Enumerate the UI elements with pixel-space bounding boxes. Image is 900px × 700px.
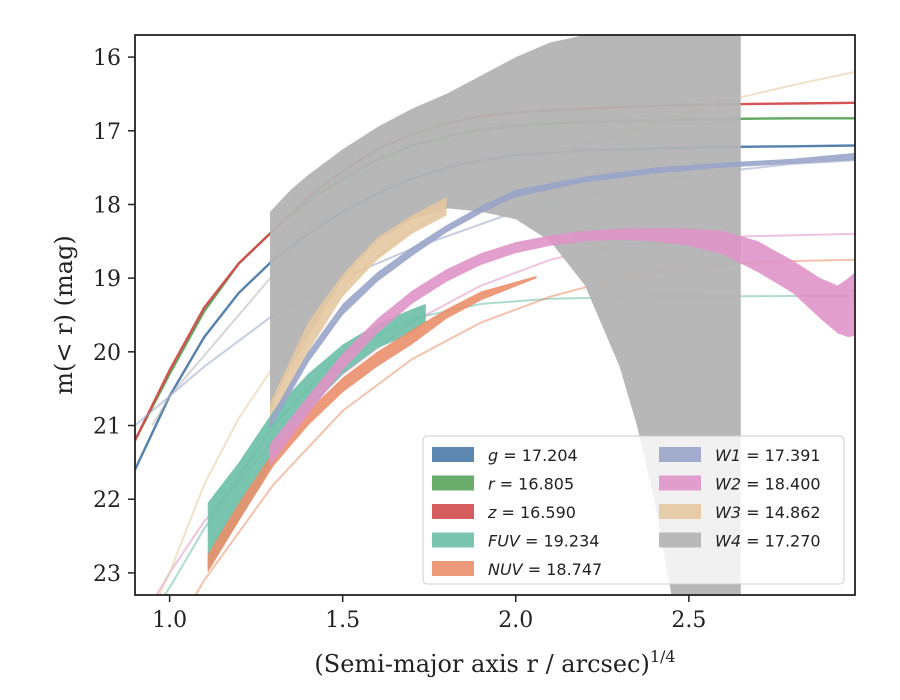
legend-label-fuv: FUV = 19.234 [488,532,599,551]
profile-bands [207,35,855,595]
profile-band-w3 [270,197,447,422]
x-tick-label: 2.0 [498,608,533,633]
model-curve-w4 [151,273,275,427]
y-axis-ticks: 16 17 18 19 20 21 22 23 [93,46,135,587]
legend-swatch-w4 [659,532,701,548]
legend-label-g: g = 17.204 [488,446,578,465]
legend-label-z: z = 16.590 [487,503,576,522]
x-tick-label: 1.0 [152,608,187,633]
plot-area [135,35,855,595]
legend-label-w1: W1 = 17.391 [715,446,821,465]
legend-frame [422,435,845,585]
legend-label-nuv: NUV = 18.747 [488,560,602,579]
legend-swatch-fuv [432,532,474,548]
x-axis-label: (Semi-major axis r / arcsec)1/4 [314,647,675,678]
x-tick-label: 2.5 [671,608,706,633]
legend-label-w3: W3 = 14.862 [715,503,821,522]
legend: g = 17.204 r = 16.805 z = 16.590 FUV = 19.2… [422,435,845,585]
y-tick-label: 18 [93,193,121,218]
y-axis-label: m(< r) (mag) [50,235,78,394]
x-tick-label: 1.5 [325,608,360,633]
legend-swatch-w2 [659,475,701,491]
legend-swatch-w3 [659,504,701,519]
legend-swatch-z [432,504,474,519]
profile-band-fuv [207,303,426,570]
y-tick-label: 21 [93,415,121,440]
legend-swatch-g [432,447,474,462]
legend-swatch-r [432,475,474,491]
legend-label-r: r = 16.805 [488,475,574,494]
legend-label-w2: W2 = 18.400 [715,475,821,494]
y-tick-label: 20 [93,341,121,366]
plot-frame [134,34,856,596]
y-tick-label: 22 [93,488,121,513]
legend-swatch-w1 [659,447,701,462]
legend-swatch-nuv [432,561,474,576]
x-axis-ticks: 1.0 1.5 2.0 2.5 [152,595,706,633]
y-tick-label: 19 [93,267,121,292]
y-tick-label: 16 [93,46,121,71]
legend-label-w4: W4 = 17.270 [715,532,821,551]
y-tick-label: 17 [93,120,121,145]
y-tick-label: 23 [93,562,121,587]
